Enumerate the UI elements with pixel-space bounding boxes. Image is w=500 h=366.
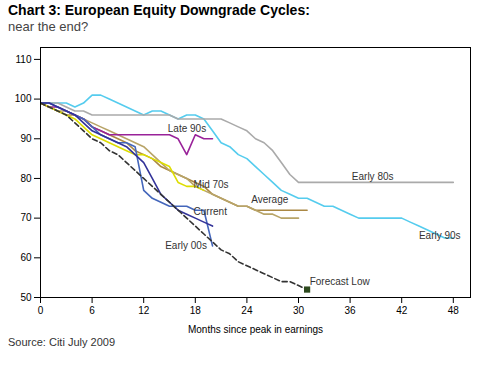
svg-text:6: 6	[89, 305, 95, 316]
svg-text:100: 100	[15, 93, 32, 104]
svg-text:90: 90	[20, 133, 32, 144]
svg-text:Late 90s: Late 90s	[168, 123, 206, 134]
svg-text:48: 48	[448, 305, 460, 316]
svg-text:Forecast Low: Forecast Low	[310, 276, 371, 287]
svg-text:70: 70	[20, 212, 32, 223]
html-text:Source: Citi July 2009: Source: Citi July 2009	[8, 336, 115, 348]
svg-text:Early 90s: Early 90s	[419, 230, 461, 241]
svg-text:60: 60	[20, 252, 32, 263]
svg-text:42: 42	[396, 305, 408, 316]
svg-text:110: 110	[16, 54, 32, 65]
svg-text:18: 18	[190, 305, 202, 316]
svg-text:Early 80s: Early 80s	[352, 171, 394, 182]
svg-text:Mid 70s: Mid 70s	[194, 179, 229, 190]
svg-text:Average: Average	[251, 194, 289, 205]
svg-text:24: 24	[241, 305, 253, 316]
svg-text:50: 50	[20, 292, 32, 303]
html-text:near the end?: near the end?	[8, 19, 89, 34]
svg-text:Current: Current	[194, 206, 228, 217]
svg-text:30: 30	[293, 305, 305, 316]
html-text:Chart 3: European Equity Downg: Chart 3: European Equity Downgrade Cycle…	[8, 2, 310, 18]
svg-text:Months since peak in earnings: Months since peak in earnings	[188, 324, 323, 335]
svg-text:12: 12	[138, 305, 150, 316]
svg-text:36: 36	[345, 305, 357, 316]
svg-text:0: 0	[38, 305, 44, 316]
svg-text:Early 00s: Early 00s	[165, 240, 207, 251]
svg-text:80: 80	[20, 173, 32, 184]
